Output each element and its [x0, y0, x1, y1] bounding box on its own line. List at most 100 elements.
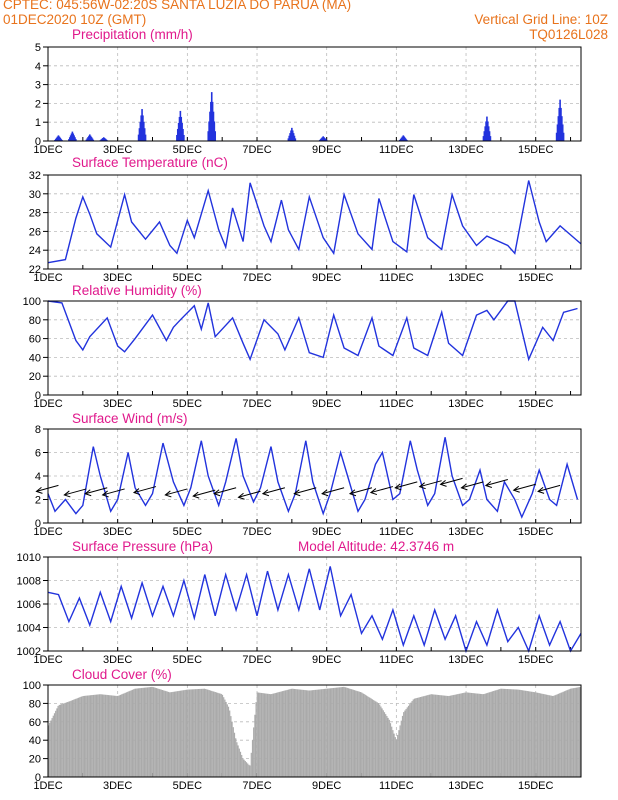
y-tick-label: 60 — [29, 717, 41, 729]
cloud-bar — [267, 693, 269, 777]
precip-bar — [482, 136, 485, 141]
cloud-bar — [254, 714, 256, 777]
cloud-bar — [63, 703, 65, 777]
cloud-bar — [261, 693, 263, 777]
cloud-bar — [196, 689, 198, 777]
cloud-bar — [185, 689, 188, 777]
cloud-bar — [59, 704, 62, 777]
cloud-bar — [473, 693, 476, 777]
cloud-bar — [453, 694, 455, 777]
precip-bar — [294, 138, 297, 141]
x-tick-label: 15DEC — [518, 780, 554, 792]
cloud-bar — [311, 690, 314, 777]
cloud-bar — [443, 695, 446, 777]
cloud-bar — [345, 687, 347, 777]
cloud-bar — [207, 689, 209, 777]
cloud-bar — [296, 689, 298, 777]
cloud-bar — [242, 758, 244, 777]
wind-arrow-head — [132, 488, 141, 496]
cloud-bar — [328, 688, 330, 777]
cloud-bar — [195, 689, 197, 777]
cloud-bar — [349, 688, 351, 777]
cloud-bar — [158, 688, 160, 777]
cloud-bar — [309, 690, 311, 777]
cloud-bar — [435, 694, 437, 777]
cloud-bar — [99, 694, 101, 777]
y-tick-label: 1006 — [17, 599, 41, 611]
x-tick-label: 3DEC — [103, 780, 132, 792]
cloud-bar — [148, 687, 150, 777]
cloud-bar — [511, 689, 513, 777]
cloud-bar — [413, 698, 416, 777]
precip-bar — [289, 133, 291, 141]
cloud-bar — [508, 689, 510, 777]
cloud-bar — [499, 689, 501, 777]
cloud-bar — [397, 734, 399, 777]
cloud-bar — [553, 695, 555, 777]
cloud-bar — [554, 695, 556, 777]
x-tick-label: 11DEC — [379, 144, 414, 156]
cloud-bar — [579, 686, 581, 777]
precip-bar — [208, 121, 210, 141]
cloud-bar — [152, 686, 154, 777]
cloud-bar — [97, 694, 99, 777]
precip-bar — [73, 135, 75, 141]
cloud-bar — [332, 688, 334, 777]
precip-bar — [91, 138, 94, 141]
cloud-bar — [578, 687, 580, 777]
cloud-bar — [295, 689, 297, 777]
wind-arrow — [213, 487, 237, 495]
y-tick-label: 1 — [35, 117, 41, 129]
wind-arrow-head — [84, 489, 92, 497]
cloud-bar — [231, 721, 233, 777]
cloud-bar — [209, 690, 212, 777]
cloud-bar — [247, 763, 249, 777]
precip-bar — [562, 132, 565, 141]
precip-bar — [75, 139, 77, 141]
cloud-bar — [539, 693, 542, 777]
y-tick-label: 40 — [29, 735, 41, 747]
precip-bar — [102, 137, 104, 141]
precip-bar — [69, 135, 72, 141]
precip-bar — [487, 121, 489, 141]
precip-bar — [556, 124, 559, 141]
x-tick-label: 11DEC — [379, 398, 414, 410]
cloud-bar — [279, 691, 281, 777]
cloud-bar — [448, 695, 450, 777]
precip-bar — [100, 139, 102, 141]
x-tick-label: 7DEC — [242, 398, 271, 410]
wind-arrow-head — [439, 479, 447, 487]
precip-bar — [209, 111, 211, 141]
precip-bar — [55, 138, 57, 141]
cloud-bar — [359, 692, 362, 777]
precip-bar — [403, 136, 406, 141]
cloud-bar — [127, 691, 129, 777]
cloud-bar — [368, 697, 370, 777]
precip-bar — [181, 122, 183, 141]
cloud-bar — [57, 705, 59, 777]
precip-bar — [144, 134, 147, 141]
precip-bar — [321, 137, 324, 141]
cloud-bar — [115, 695, 117, 777]
cloud-bar — [529, 691, 531, 777]
cloud-bar — [208, 690, 210, 777]
cloud-bar — [298, 689, 300, 777]
cloud-bar — [106, 694, 108, 777]
y-tick-label: 40 — [29, 352, 41, 364]
cloud-bar — [275, 692, 278, 777]
x-tick-label: 9DEC — [312, 272, 341, 284]
y-tick-label: 60 — [29, 334, 41, 346]
cloud-bar — [374, 700, 376, 777]
cloud-bar — [518, 689, 520, 777]
cloud-bar — [302, 689, 304, 777]
x-tick-label: 15DEC — [518, 526, 554, 538]
cloud-bar — [555, 694, 557, 777]
wind-arrow-head — [164, 490, 172, 498]
cloud-bar — [406, 707, 408, 777]
cloud-bar — [421, 696, 423, 777]
temp-panel: 22 24 26 28 30 32 1DEC 3DEC 5DEC 7DEC 9DEC 11DEC 13D… — [29, 170, 582, 284]
cloud-bar — [73, 699, 75, 777]
x-tick-label: 13DEC — [448, 526, 484, 538]
x-tick-label: 1DEC — [33, 144, 62, 156]
cloud-bar — [485, 693, 488, 777]
